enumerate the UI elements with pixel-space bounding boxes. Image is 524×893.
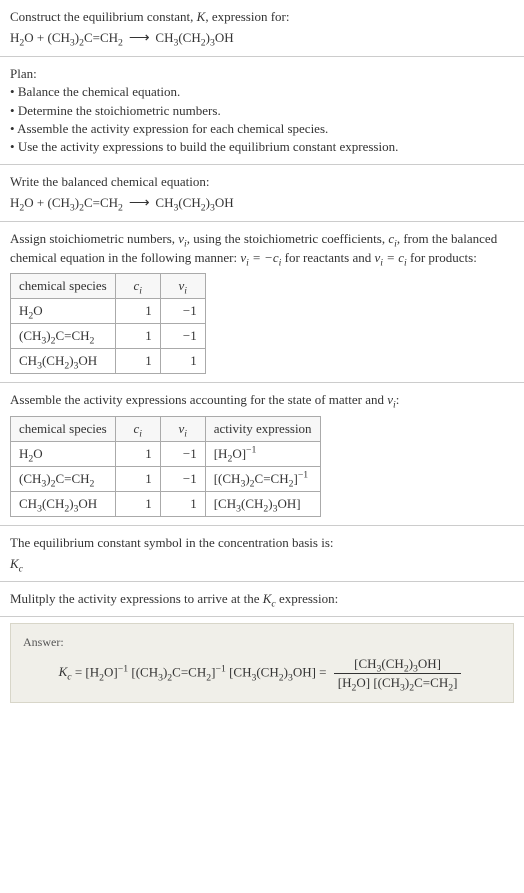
cell-v: 1 [160, 349, 205, 374]
col-nui: νi [160, 273, 205, 298]
intro-line1: Construct the equilibrium constant, K, e… [10, 8, 514, 26]
equation-1: H2O + (CH3)2C=CH2⟶CH3(CH2)3OH [10, 28, 514, 48]
equation-2: H2O + (CH3)2C=CH2⟶CH3(CH2)3OH [10, 193, 514, 213]
multiply-section: Mulitply the activity expressions to arr… [0, 582, 524, 617]
stoich-t1: Assign stoichiometric numbers, [10, 231, 178, 246]
kc-symbol: Kc [10, 555, 514, 573]
cell-c: 1 [115, 492, 160, 517]
cell-species: CH3(CH2)3OH [11, 349, 116, 374]
col-species: chemical species [11, 273, 116, 298]
frac-denominator: [H2O] [(CH3)2C=CH2] [334, 674, 462, 692]
plan-item: • Use the activity expressions to build … [10, 138, 514, 156]
multiply-t1: Mulitply the activity expressions to arr… [10, 591, 263, 606]
plan-item-text: Assemble the activity expression for eac… [17, 121, 328, 136]
balanced-heading: Write the balanced chemical equation: [10, 173, 514, 191]
activity-section: Assemble the activity expressions accoun… [0, 383, 524, 526]
stoich-t2: , using the stoichiometric coefficients, [187, 231, 389, 246]
activity-heading: Assemble the activity expressions accoun… [10, 391, 514, 409]
cell-expr: [(CH3)2C=CH2]−1 [205, 467, 320, 492]
activity-h1: Assemble the activity expressions accoun… [10, 392, 387, 407]
cell-expr: [H2O]−1 [205, 441, 320, 466]
cell-c: 1 [115, 298, 160, 323]
cell-species: (CH3)2C=CH2 [11, 324, 116, 349]
plan-item-text: Determine the stoichiometric numbers. [18, 103, 221, 118]
table-header-row: chemical species ci νi [11, 273, 206, 298]
cell-v: −1 [160, 467, 205, 492]
cell-c: 1 [115, 324, 160, 349]
stoich-t4: for reactants and [281, 250, 374, 265]
cell-species: (CH3)2C=CH2 [11, 467, 116, 492]
col-species: chemical species [11, 416, 116, 441]
plan-item-text: Use the activity expressions to build th… [18, 139, 399, 154]
plan-section: Plan: • Balance the chemical equation. •… [0, 57, 524, 165]
cell-expr: [CH3(CH2)3OH] [205, 492, 320, 517]
stoich-table: chemical species ci νi H2O 1 −1 (CH3)2C=… [10, 273, 206, 375]
multiply-t2: expression: [276, 591, 338, 606]
eq-nu: νi = −ci [240, 250, 281, 265]
intro-text-suffix: , expression for: [205, 9, 289, 24]
col-ci: ci [115, 416, 160, 441]
balanced-section: Write the balanced chemical equation: H2… [0, 165, 524, 222]
stoich-t5: for products: [407, 250, 477, 265]
answer-equation: Kc = [H2O]−1 [(CH3)2C=CH2]−1 [CH3(CH2)3O… [23, 655, 501, 692]
plan-item: • Balance the chemical equation. [10, 83, 514, 101]
cell-v: 1 [160, 492, 205, 517]
c-i: ci [388, 231, 397, 246]
reaction-arrow: ⟶ [123, 195, 156, 211]
cell-c: 1 [115, 349, 160, 374]
plan-item: • Assemble the activity expression for e… [10, 120, 514, 138]
intro-section: Construct the equilibrium constant, K, e… [0, 0, 524, 57]
cell-species: H2O [11, 298, 116, 323]
table-row: CH3(CH2)3OH 1 1 [CH3(CH2)3OH] [11, 492, 321, 517]
eq-nu2: νi = ci [375, 250, 407, 265]
col-ci: ci [115, 273, 160, 298]
frac-numerator: [CH3(CH2)3OH] [334, 655, 462, 674]
cell-v: −1 [160, 298, 205, 323]
plan-item-text: Balance the chemical equation. [18, 84, 180, 99]
activity-table: chemical species ci νi activity expressi… [10, 416, 321, 518]
stoich-section: Assign stoichiometric numbers, νi, using… [0, 222, 524, 383]
plan-item: • Determine the stoichiometric numbers. [10, 102, 514, 120]
reaction-arrow: ⟶ [123, 30, 156, 46]
nu-i: νi [178, 231, 187, 246]
cell-v: −1 [160, 324, 205, 349]
table-header-row: chemical species ci νi activity expressi… [11, 416, 321, 441]
col-expr: activity expression [205, 416, 320, 441]
answer-label: Answer: [23, 634, 501, 651]
fraction: [CH3(CH2)3OH] [H2O] [(CH3)2C=CH2] [334, 655, 462, 692]
activity-h2: : [396, 392, 400, 407]
cell-c: 1 [115, 441, 160, 466]
table-row: (CH3)2C=CH2 1 −1 [11, 324, 206, 349]
intro-text-prefix: Construct the equilibrium constant, [10, 9, 197, 24]
cell-species: CH3(CH2)3OH [11, 492, 116, 517]
kc-symbol-section: The equilibrium constant symbol in the c… [0, 526, 524, 581]
table-row: CH3(CH2)3OH 1 1 [11, 349, 206, 374]
stoich-text: Assign stoichiometric numbers, νi, using… [10, 230, 514, 266]
nu-i: νi [387, 392, 396, 407]
table-row: (CH3)2C=CH2 1 −1 [(CH3)2C=CH2]−1 [11, 467, 321, 492]
kc-inline: Kc [263, 591, 276, 606]
cell-v: −1 [160, 441, 205, 466]
plan-heading: Plan: [10, 65, 514, 83]
answer-box: Answer: Kc = [H2O]−1 [(CH3)2C=CH2]−1 [CH… [10, 623, 514, 703]
col-nui: νi [160, 416, 205, 441]
cell-species: H2O [11, 441, 116, 466]
cell-c: 1 [115, 467, 160, 492]
table-row: H2O 1 −1 [H2O]−1 [11, 441, 321, 466]
table-row: H2O 1 −1 [11, 298, 206, 323]
kc-symbol-text: The equilibrium constant symbol in the c… [10, 534, 514, 552]
